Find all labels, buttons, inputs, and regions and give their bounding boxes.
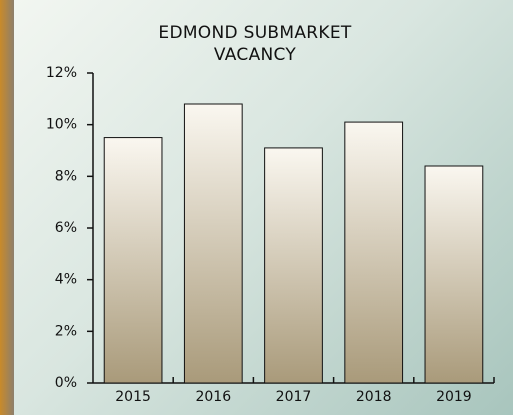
bar bbox=[104, 138, 162, 383]
y-tick-label: 0% bbox=[55, 375, 77, 391]
x-tick-label: 2019 bbox=[436, 389, 472, 405]
bar bbox=[184, 104, 242, 383]
x-tick-label: 2018 bbox=[356, 389, 392, 405]
y-tick-label: 8% bbox=[55, 168, 77, 184]
screen: EDMOND SUBMARKET VACANCY 0%2%4%6%8%10%12… bbox=[0, 0, 513, 415]
y-tick-label: 10% bbox=[46, 117, 77, 133]
bar bbox=[265, 148, 323, 383]
y-tick-label: 12% bbox=[46, 65, 77, 81]
x-tick-label: 2017 bbox=[276, 389, 312, 405]
y-tick-label: 2% bbox=[55, 323, 77, 339]
y-tick-label: 6% bbox=[55, 220, 77, 236]
x-tick-label: 2016 bbox=[195, 389, 231, 405]
bar bbox=[345, 122, 403, 383]
bar bbox=[425, 166, 483, 383]
y-tick-label: 4% bbox=[55, 272, 77, 288]
chart: 0% 2% 4% 6% 8% 10% 12% 2015 2016 2017 2018 2019 bbox=[0, 0, 513, 415]
x-tick-label: 2015 bbox=[115, 389, 151, 405]
